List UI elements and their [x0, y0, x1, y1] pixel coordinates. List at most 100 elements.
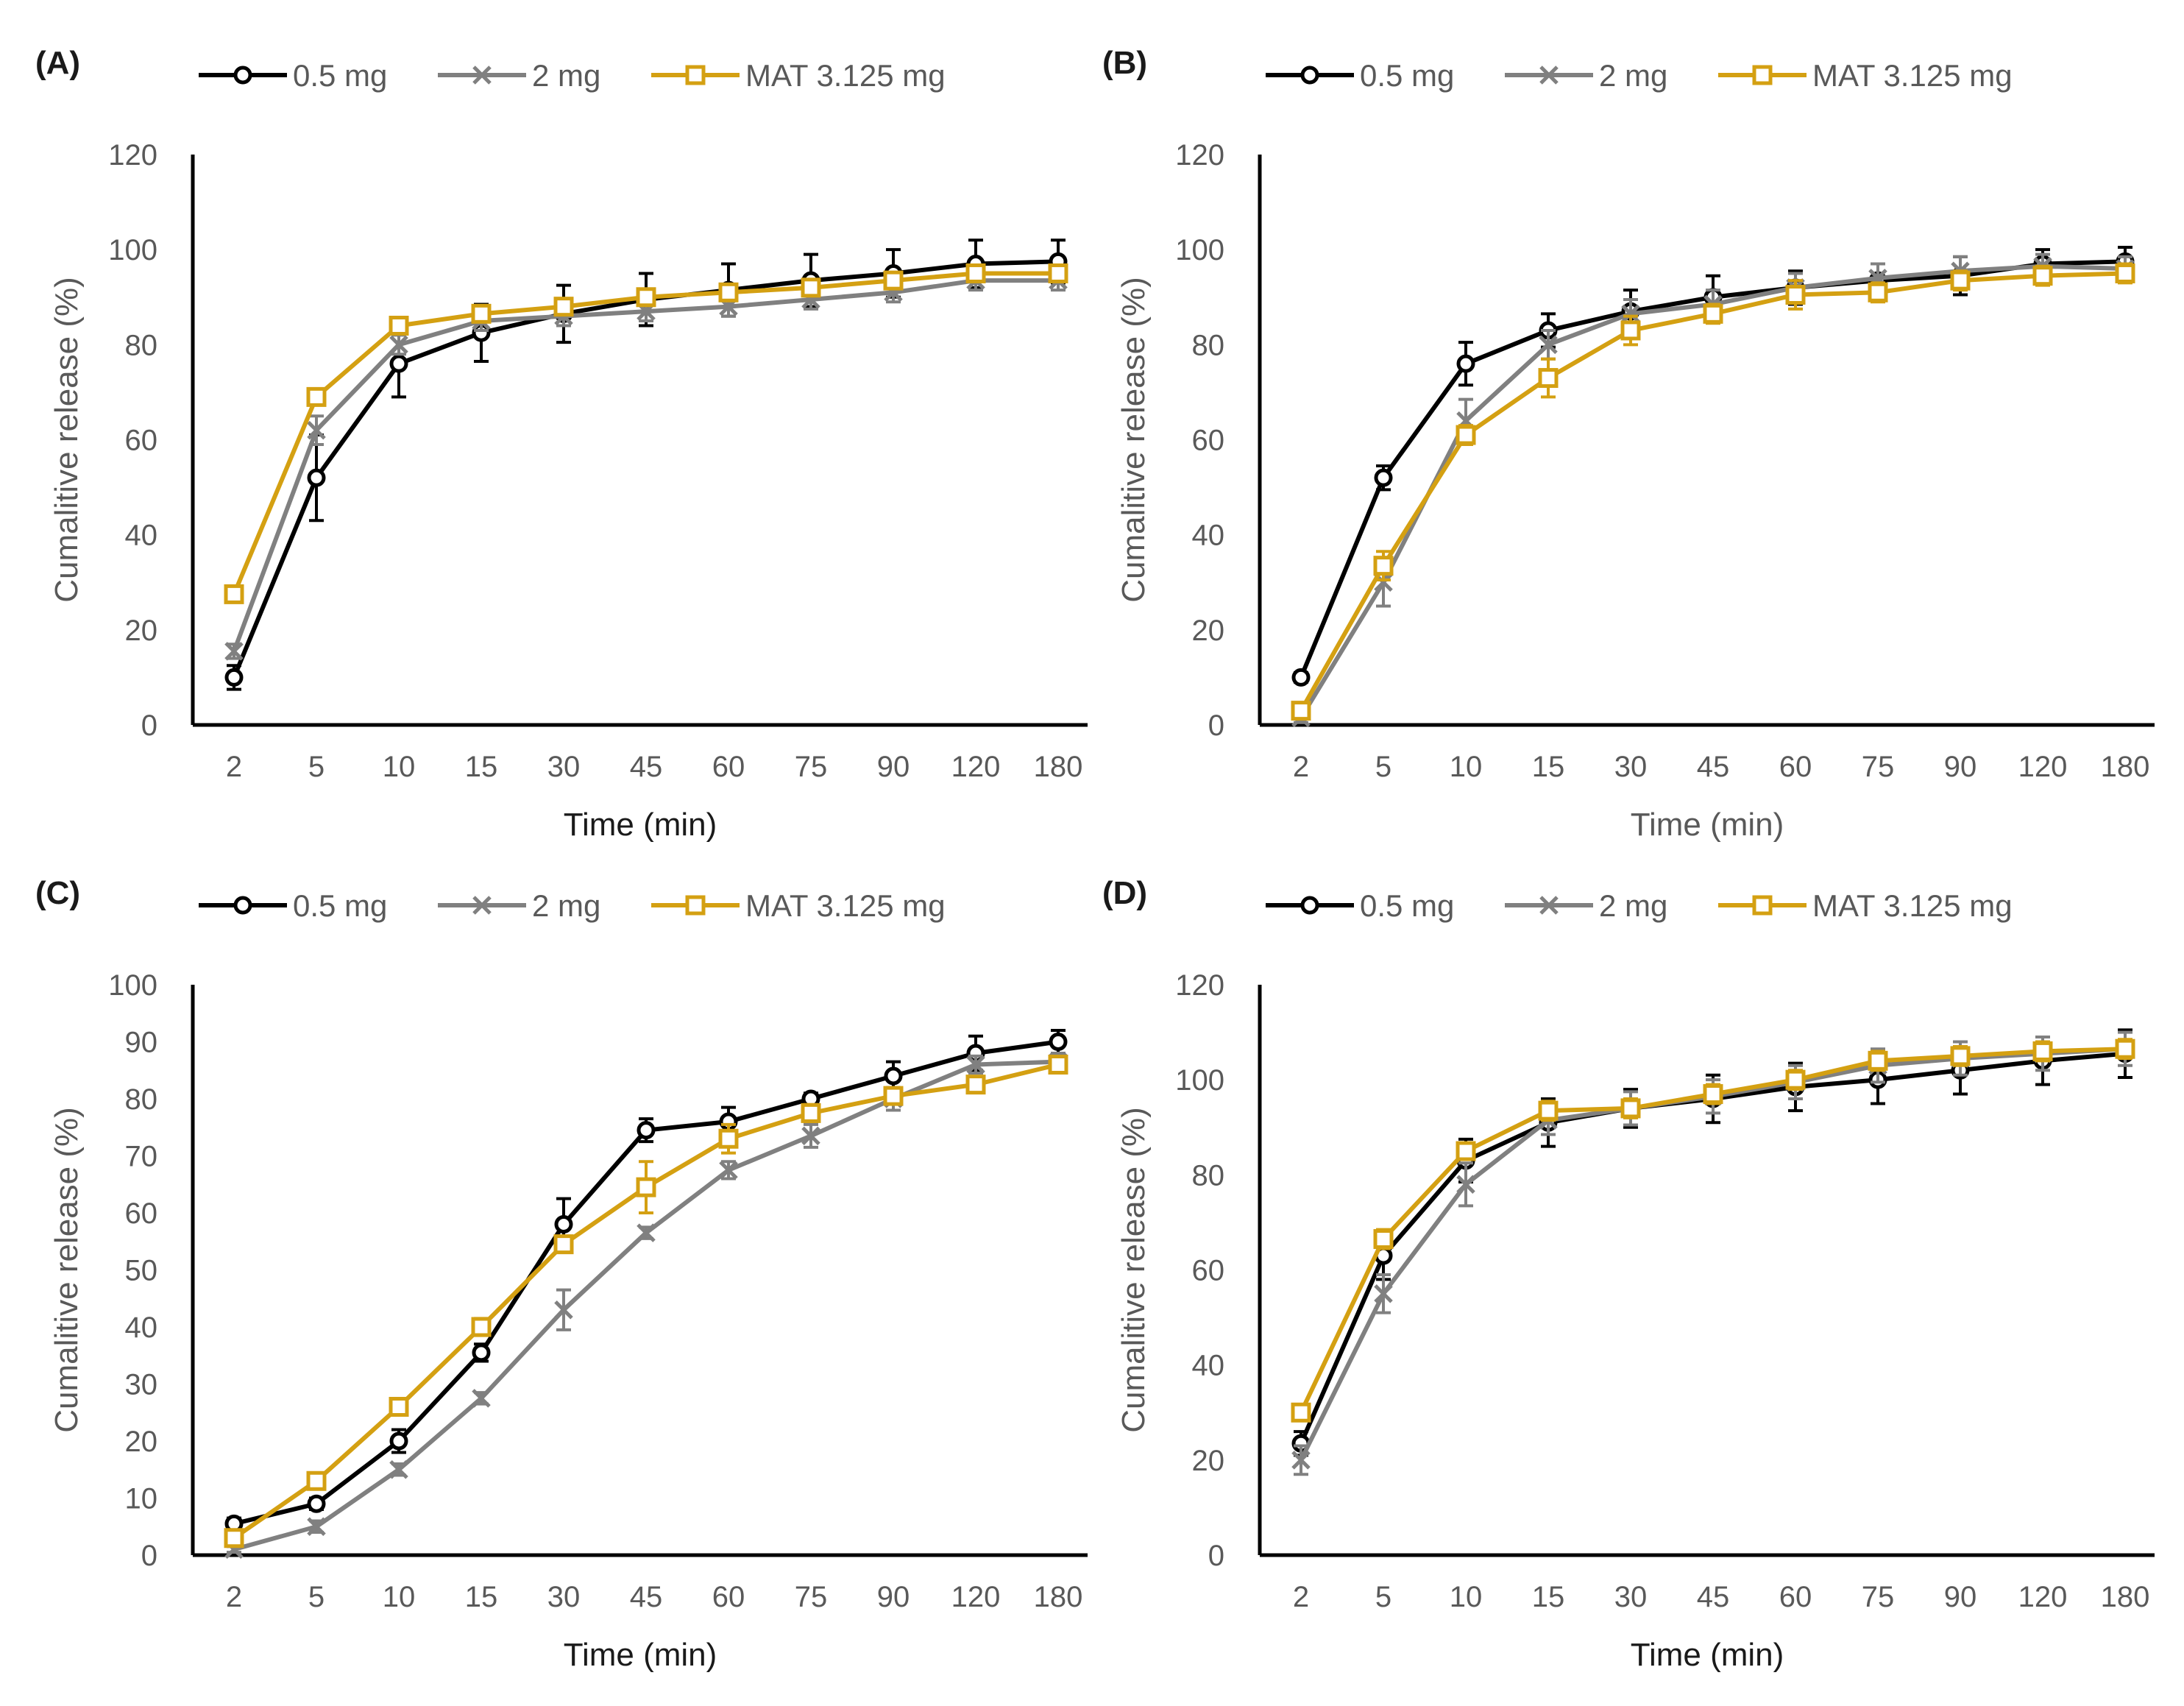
data-point	[1291, 701, 1311, 721]
data-point	[224, 584, 244, 604]
chart-panel-a: (A) 0.5 mg 2 mg MAT 3.125 mg 0 20 40 60 80 100 120…	[35, 45, 1088, 843]
legend-label: 0.5 mg	[1360, 888, 1454, 923]
data-point	[389, 354, 408, 373]
series-2	[1291, 252, 2135, 728]
x-tick-label: 5	[308, 1581, 325, 1613]
y-axis-label: Cumalitive release (%)	[1116, 1107, 1152, 1433]
legend-marker	[1752, 65, 1773, 85]
y-tick-label: 80	[1192, 1159, 1225, 1192]
x-tick-label: 90	[877, 751, 910, 783]
y-axis-label: Cumalitive release (%)	[1116, 277, 1152, 603]
data-point	[965, 263, 986, 283]
x-tick-label: 45	[630, 751, 663, 783]
y-tick-label: 0	[1208, 1540, 1224, 1572]
x-tick-label: 120	[951, 1581, 1001, 1613]
data-point	[553, 297, 574, 317]
series-3	[1291, 1038, 2135, 1423]
data-point	[471, 1317, 492, 1337]
data-point	[389, 335, 408, 355]
legend-label: 0.5 mg	[293, 888, 387, 923]
data-point	[1538, 1100, 1559, 1121]
y-tick-label: 20	[1192, 1445, 1225, 1477]
data-point	[1950, 1046, 1971, 1066]
y-tick-label: 80	[125, 1083, 158, 1116]
legend-label: 2 mg	[532, 888, 600, 923]
y-tick-label: 20	[125, 615, 158, 647]
legend-label: MAT 3.125 mg	[1812, 58, 2013, 93]
y-tick-label: 80	[1192, 329, 1225, 361]
series-3	[224, 1055, 1068, 1549]
y-tick-label: 0	[141, 709, 157, 742]
series-2	[224, 269, 1068, 661]
legend-marker	[1539, 896, 1559, 915]
panel-label: (C)	[35, 875, 80, 911]
data-point	[1456, 1175, 1475, 1194]
data-point	[883, 270, 904, 291]
panel-label: (D)	[1102, 875, 1147, 911]
data-point	[1048, 1055, 1068, 1075]
panel-label: (A)	[35, 45, 80, 81]
data-point	[884, 1066, 903, 1086]
y-tick-label: 20	[1192, 615, 1225, 647]
x-tick-label: 45	[1697, 751, 1730, 783]
y-tick-label: 40	[125, 520, 158, 552]
legend-item-2: 2 mg	[1505, 888, 1667, 923]
data-point	[307, 420, 326, 440]
data-point	[636, 287, 656, 308]
y-tick-label: 10	[125, 1483, 158, 1515]
data-point	[883, 1086, 904, 1106]
legend-marker	[1539, 66, 1559, 85]
x-axis-label: Time (min)	[1631, 1637, 1784, 1673]
y-tick-label: 0	[1208, 709, 1224, 742]
legend: 0.5 mg 2 mg MAT 3.125 mg	[1266, 58, 2013, 93]
legend-label: 2 mg	[1599, 888, 1667, 923]
data-point	[801, 277, 821, 298]
x-tick-label: 45	[630, 1581, 663, 1613]
legend-label: MAT 3.125 mg	[1812, 888, 2013, 923]
x-tick-label: 180	[1034, 751, 1083, 783]
data-point	[307, 1494, 326, 1513]
x-tick-label: 10	[1450, 751, 1483, 783]
data-point	[1456, 1141, 1476, 1161]
data-point	[389, 316, 409, 336]
series-line	[233, 1039, 1059, 1526]
x-tick-label: 15	[1532, 751, 1565, 783]
x-tick-label: 15	[465, 751, 498, 783]
legend-item-2: 2 mg	[1505, 58, 1667, 93]
data-point	[1539, 335, 1558, 355]
data-point	[554, 1215, 573, 1234]
legend-marker	[1752, 895, 1773, 916]
legend-marker	[233, 896, 252, 915]
data-point	[1373, 556, 1394, 576]
y-tick-label: 40	[1192, 1350, 1225, 1382]
x-tick-label: 90	[1944, 751, 1977, 783]
x-tick-label: 120	[2018, 751, 2068, 783]
x-axis-label: Time (min)	[1631, 807, 1784, 843]
legend: 0.5 mg 2 mg MAT 3.125 mg	[199, 58, 946, 93]
data-point	[1620, 1098, 1641, 1119]
data-point	[389, 1397, 409, 1417]
x-tick-label: 60	[1779, 751, 1812, 783]
y-tick-label: 30	[125, 1369, 158, 1401]
y-tick-label: 100	[108, 234, 157, 266]
data-point	[1374, 1284, 1393, 1303]
legend-label: 0.5 mg	[293, 58, 387, 93]
y-tick-label: 100	[108, 969, 157, 1002]
data-point	[472, 1343, 491, 1362]
series-3	[1291, 262, 2135, 721]
data-point	[1048, 263, 1068, 283]
x-axis-label: Time (min)	[564, 1637, 717, 1673]
legend-label: 2 mg	[532, 58, 600, 93]
legend-item-3: MAT 3.125 mg	[1718, 888, 2013, 923]
legend-marker	[1300, 66, 1319, 85]
x-tick-label: 120	[2018, 1581, 2068, 1613]
data-point	[307, 468, 326, 487]
y-tick-label: 40	[125, 1312, 158, 1344]
legend-item-1: 0.5 mg	[199, 58, 387, 93]
y-tick-label: 120	[1175, 969, 1224, 1002]
data-point	[553, 1234, 574, 1255]
x-tick-label: 180	[2101, 751, 2150, 783]
y-tick-label: 0	[141, 1540, 157, 1572]
y-tick-label: 100	[1175, 1064, 1224, 1097]
